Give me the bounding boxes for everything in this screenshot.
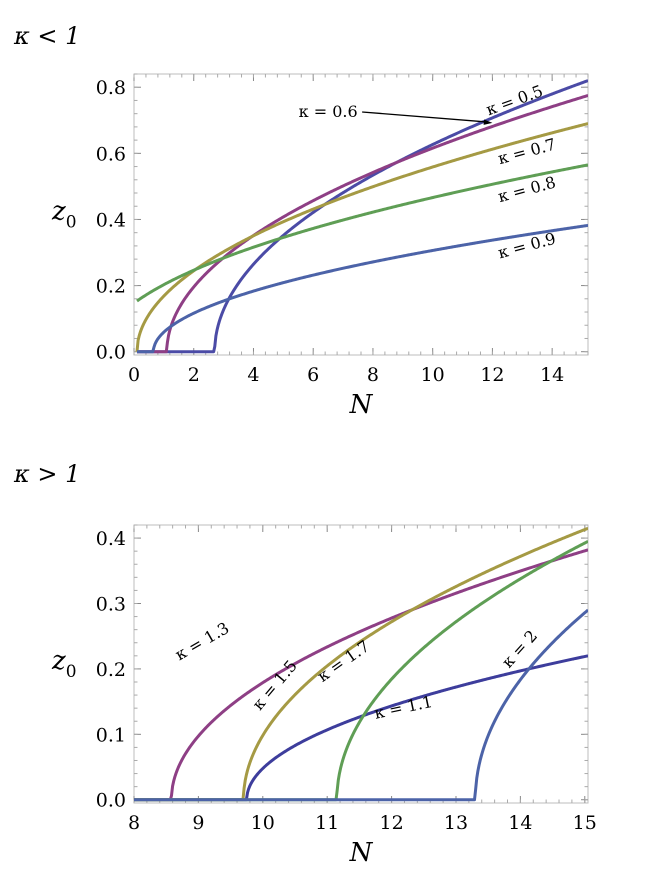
x-tick-label: 2 <box>188 364 200 386</box>
x-tick-label: 11 <box>315 812 339 834</box>
x-tick-label: 10 <box>421 364 445 386</box>
series-line-2 <box>135 122 588 352</box>
x-tick-label: 10 <box>251 812 275 834</box>
label-arrow-line <box>362 111 487 123</box>
x-tick-label: 14 <box>508 812 532 834</box>
x-tick-label: 0 <box>128 364 140 386</box>
y-axis-title-main: z <box>51 646 66 676</box>
plot-frame <box>133 524 589 804</box>
y-axis-title-sub: 0 <box>66 662 77 682</box>
top-section-label: κ < 1 <box>14 22 81 50</box>
x-tick-label: 9 <box>192 812 204 834</box>
y-axis-title-sub: 0 <box>66 213 77 233</box>
series-line-1 <box>136 94 588 354</box>
y-tick-label: 0.3 <box>96 593 126 615</box>
series-line-1 <box>134 548 588 802</box>
curve-label: κ = 1.5 <box>248 656 300 713</box>
curve-label: κ = 1.3 <box>172 618 233 664</box>
curve-label: κ = 0.6 <box>299 102 358 121</box>
bottom-section-label: κ > 1 <box>14 460 81 488</box>
x-tick-label: 8 <box>367 364 379 386</box>
x-tick-label: 14 <box>540 364 564 386</box>
y-tick-label: 0.0 <box>96 342 126 364</box>
y-axis-title: z0 <box>51 197 77 233</box>
y-tick-label: 0.2 <box>96 276 126 298</box>
x-tick-label: 12 <box>379 812 403 834</box>
x-axis-title: N <box>349 838 374 868</box>
series-line-2 <box>134 526 588 802</box>
y-tick-label: 0.0 <box>96 790 126 812</box>
y-axis-title: z0 <box>51 646 77 682</box>
y-tick-label: 0.1 <box>96 724 126 746</box>
series-line-0 <box>134 654 588 802</box>
y-tick-label: 0.4 <box>96 528 126 550</box>
x-axis-title: N <box>349 390 374 420</box>
curve-label: κ = 1.7 <box>314 636 373 685</box>
x-tick-label: 15 <box>573 812 597 834</box>
series-line-0 <box>136 79 588 354</box>
y-tick-label: 0.8 <box>96 77 126 99</box>
x-tick-label: 6 <box>307 364 319 386</box>
label-arrow-head <box>483 119 493 125</box>
series-line-4 <box>136 223 588 354</box>
y-tick-label: 0.4 <box>96 209 126 231</box>
x-tick-label: 4 <box>247 364 259 386</box>
x-tick-label: 13 <box>444 812 468 834</box>
y-tick-label: 0.6 <box>96 143 126 165</box>
y-tick-label: 0.2 <box>96 659 126 681</box>
curve-label: κ = 2 <box>498 626 541 671</box>
series-line-4 <box>134 608 588 802</box>
x-tick-label: 8 <box>128 812 140 834</box>
x-tick-label: 12 <box>480 364 504 386</box>
series-line-3 <box>136 163 588 303</box>
y-axis-title-main: z <box>51 197 66 227</box>
curve-label: κ = 1.1 <box>372 692 434 723</box>
